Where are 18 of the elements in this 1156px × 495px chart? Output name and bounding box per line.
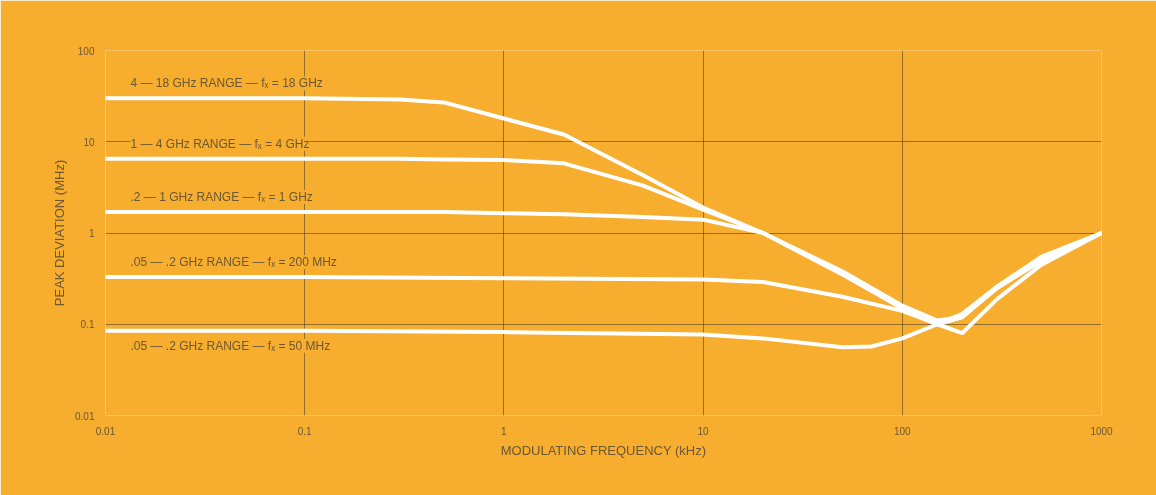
x-axis-title: MODULATING FREQUENCY (kHz)	[500, 442, 707, 458]
x-tick-label: 0.1	[297, 425, 313, 437]
y-tick-label: 0.01	[75, 410, 95, 422]
series-label: 4 — 18 GHz RANGE — fₓ = 18 GHz	[130, 76, 323, 91]
x-tick-label: 10	[697, 425, 710, 437]
x-tick-label: 1	[501, 425, 508, 437]
y-tick-label: 1	[88, 228, 95, 239]
x-tick-label: 1000	[1090, 425, 1114, 437]
series-label: 1 — 4 GHz RANGE — fₓ = 4 GHz	[130, 136, 310, 151]
y-tick-label: 100	[77, 45, 95, 57]
y-tick-label: 0.1	[80, 319, 95, 331]
x-tick-label: 0.01	[95, 425, 116, 437]
series-label: .05 — .2 GHz RANGE — fₓ = 50 MHz	[130, 338, 331, 353]
series-label: .2 — 1 GHz RANGE — fₓ = 1 GHz	[130, 189, 313, 204]
y-tick-label: 10	[83, 136, 95, 148]
y-axis-title: PEAK DEVIATION (MHz)	[52, 159, 68, 307]
series-label: .05 — .2 GHz RANGE — fₓ = 200 MHz	[130, 254, 337, 269]
x-tick-label: 100	[893, 425, 912, 437]
